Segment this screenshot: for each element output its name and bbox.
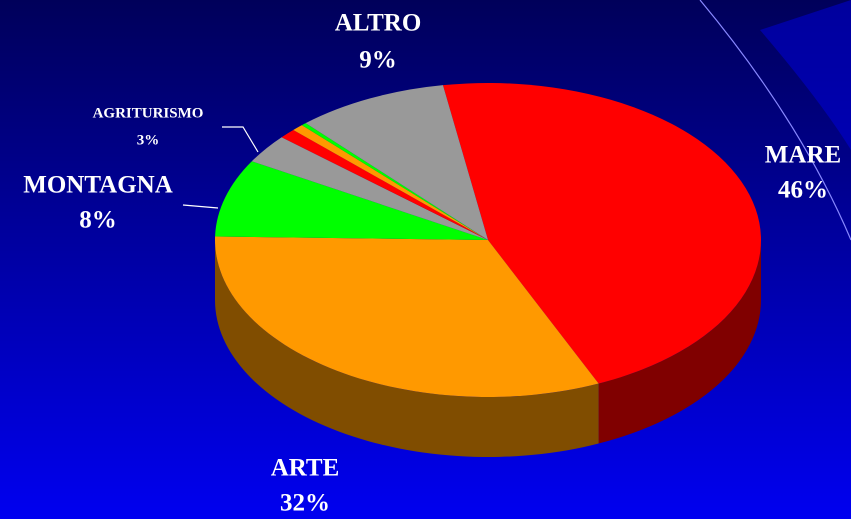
slice-label: MARE	[765, 142, 841, 169]
slice	[215, 161, 489, 240]
slice	[214, 236, 599, 398]
pie	[214, 82, 762, 457]
slice-value: 46%	[778, 177, 828, 204]
slice	[442, 82, 762, 384]
leader-line	[182, 204, 219, 209]
decor-line	[699, 0, 851, 241]
slice	[305, 85, 488, 240]
slice-value: 8%	[79, 207, 117, 234]
slice-value: 3%	[137, 132, 160, 148]
slice-value: 9%	[359, 47, 397, 74]
slice	[281, 129, 488, 240]
slice-label: AGRITURISMO	[93, 105, 204, 121]
slice-value: 32%	[280, 490, 330, 517]
slice-side	[215, 240, 599, 457]
decor-shape	[760, 0, 851, 150]
slice-side	[598, 240, 761, 444]
slice-label: MONTAGNA	[23, 172, 173, 199]
slice	[301, 123, 488, 240]
leader-line	[222, 126, 259, 153]
slice-label: ALTRO	[335, 10, 422, 37]
slice-label: ARTE	[271, 455, 340, 482]
slice	[293, 125, 488, 240]
slice	[251, 137, 488, 240]
